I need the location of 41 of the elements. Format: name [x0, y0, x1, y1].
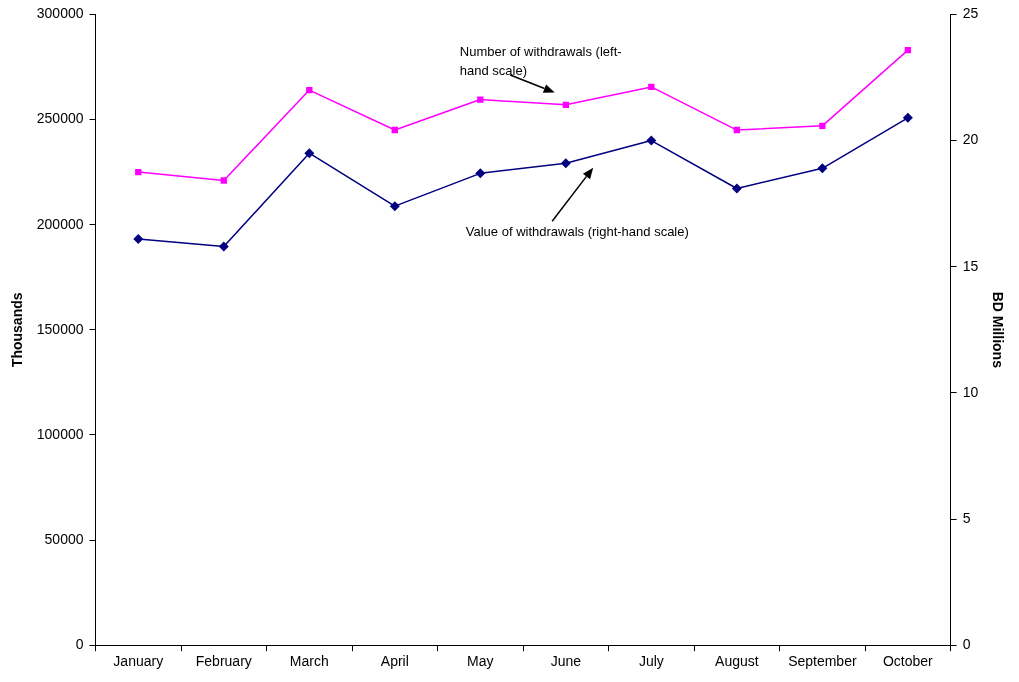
y-tick-label: 250000 [36, 110, 84, 127]
y2-tick-label: 20 [962, 131, 979, 148]
y2-tick-label: 5 [962, 509, 971, 526]
point [902, 112, 913, 123]
point [560, 158, 571, 169]
x-tick-label: July [638, 653, 664, 670]
point [133, 233, 144, 244]
y-tick-label: 200000 [36, 215, 84, 232]
point [477, 96, 484, 103]
point [475, 168, 486, 179]
point [648, 83, 655, 91]
point [220, 177, 227, 184]
x-tick-label: October [882, 653, 934, 670]
x-tick-label: September [788, 653, 857, 670]
x-tick-label: May [467, 653, 494, 670]
x-tick-label: June [550, 653, 582, 670]
point [817, 163, 828, 174]
point [218, 241, 229, 252]
annotation: Number of withdrawals (left-hand scale) [459, 44, 622, 79]
y-tick-label: 50000 [44, 530, 84, 547]
x-tick-label: January [113, 653, 164, 670]
x-tick-label: February [195, 653, 252, 670]
y2-tick-label: 25 [962, 5, 979, 22]
y2-tick-label: 0 [962, 636, 971, 653]
y2-tick-label: 15 [962, 257, 979, 274]
point [304, 148, 315, 159]
x-tick-label: August [715, 653, 759, 670]
point [819, 122, 826, 130]
point [646, 135, 657, 146]
y2-axis-title: BD Millions [989, 291, 1006, 369]
y-tick-label: 100000 [36, 425, 84, 442]
y-tick-label: 300000 [36, 5, 84, 22]
y2-tick-label: 10 [962, 383, 979, 400]
y-axis-title: Thousands [9, 292, 26, 368]
annotation: Value of withdrawals (right-hand scale) [465, 223, 689, 239]
y-tick-label: 150000 [36, 320, 84, 337]
x-tick-label: April [380, 653, 409, 670]
x-tick-label: March [289, 653, 329, 670]
point [389, 201, 400, 212]
point [731, 183, 742, 194]
y-tick-label: 0 [75, 636, 84, 653]
